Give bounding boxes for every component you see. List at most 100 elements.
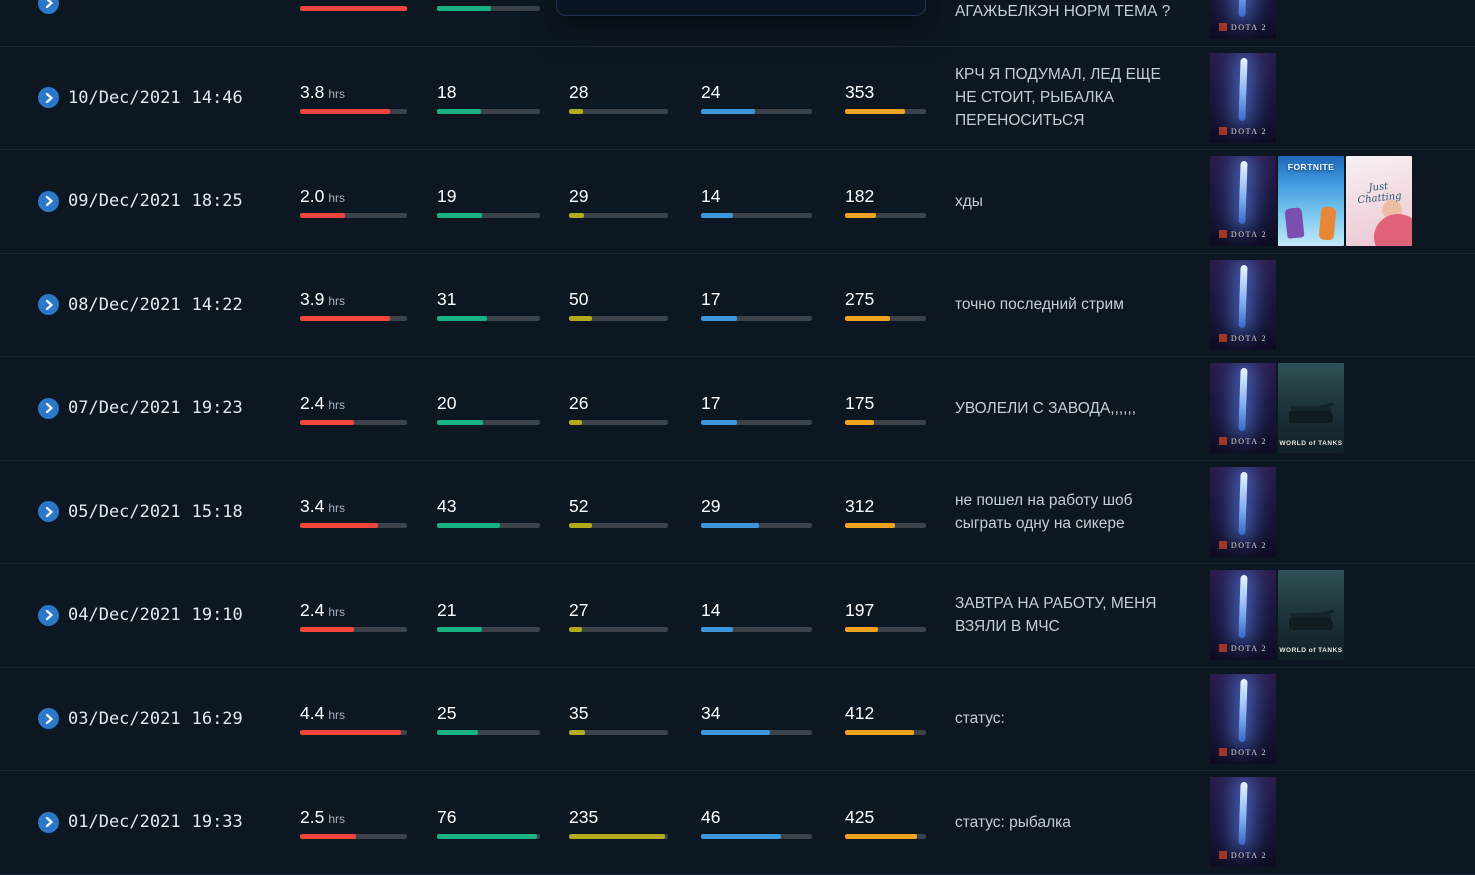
stat-bar-fill: [569, 833, 666, 839]
stream-time: 16:29: [191, 708, 243, 729]
stat-duration-hours: 2.0 hrs: [300, 185, 437, 218]
stat-bar-fill: [569, 626, 582, 632]
stat-value: 21: [437, 599, 457, 620]
stat-bar-fill: [701, 730, 770, 736]
stat-duration-hours: 3.8 hrs: [300, 81, 437, 115]
stat-bar-fill: [845, 833, 918, 839]
stream-row: 09/Dec/2021 18:25 2.0 hrs 19 29 14 182 хды…: [0, 150, 1475, 254]
game-thumb-wot[interactable]: WORLD of TANKS: [1278, 363, 1344, 454]
stream-date: 03/Dec/2021: [68, 708, 181, 729]
stat-bar-fill: [569, 109, 583, 115]
expand-row-button chevron-right-icon[interactable]: [38, 0, 59, 14]
stream-row: 07/Dec/2021 19:23 2.4 hrs 20 26 17 175 УВО…: [0, 357, 1475, 461]
game-thumb-fortnite[interactable]: FORTNITE: [1278, 156, 1344, 247]
stream-time: 19:10: [191, 605, 243, 626]
stat-bar: [701, 833, 812, 839]
stat-bar-fill: [845, 523, 896, 529]
stat-unit: hrs: [328, 501, 345, 516]
stat-bar: [845, 316, 926, 322]
stat-avg-viewers: 43: [437, 495, 569, 529]
stat-bar-fill: [300, 419, 354, 425]
stat-followers-gained: 17: [701, 392, 845, 425]
stat-value: 35: [569, 703, 589, 724]
stat-value: 24: [701, 82, 721, 103]
stream-title: не пошел на работу шоб сыграть одну на с…: [955, 491, 1133, 532]
stat-followers-gained: 14: [701, 185, 845, 218]
stat-bar-fill: [300, 5, 407, 11]
game-thumb-dota2[interactable]: DOTA 2: [1210, 156, 1276, 247]
game-thumb-dota2[interactable]: DOTA 2: [1210, 570, 1276, 661]
stat-value: 20: [437, 392, 457, 413]
stat-value: 353: [845, 82, 875, 103]
stream-datetime: 09/Dec/2021 18:25: [68, 191, 300, 211]
stat-value: 2.0: [300, 185, 325, 206]
game-thumbnails: DOTA 2: [1210, 673, 1475, 764]
stat-bar: [701, 626, 812, 632]
game-thumb-dota2[interactable]: DOTA 2: [1210, 466, 1276, 557]
expand-cell: [0, 190, 68, 212]
game-thumb-dota2[interactable]: DOTA 2: [1210, 52, 1276, 143]
stat-bar: [300, 730, 407, 736]
stream-row: 03/Dec/2021 16:29 4.4 hrs 25 35 34 412 ста…: [0, 668, 1475, 771]
game-thumb-dota2[interactable]: DOTA 2: [1210, 777, 1276, 868]
game-thumb-dota2[interactable]: DOTA 2: [1210, 259, 1276, 350]
stat-bar-fill: [701, 212, 734, 218]
stat-value: 2.5: [300, 806, 325, 827]
game-thumbnails: DOTA 2 WORLD of TANKS: [1210, 570, 1475, 661]
expand-row-button chevron-right-icon[interactable]: [38, 811, 59, 833]
stream-time: 14:46: [191, 87, 243, 108]
stat-bar-fill: [437, 523, 500, 529]
stream-title: АГАЖЬЕЛКЭН НОРМ ТЕМА ?: [955, 2, 1171, 20]
stat-followers-gained: 29: [701, 495, 845, 529]
expand-cell: [0, 294, 68, 316]
stream-time: 18:25: [191, 191, 243, 212]
stat-bar: [437, 212, 540, 218]
game-thumbnails: DOTA 2: [1210, 52, 1475, 143]
stat-duration-hours: 2.5 hrs: [300, 806, 437, 839]
stat-bar-fill: [569, 419, 582, 425]
game-thumb-dota2[interactable]: DOTA 2: [1210, 0, 1276, 40]
expand-row-button chevron-right-icon[interactable]: [38, 604, 59, 626]
stat-bar-fill: [437, 419, 484, 425]
stat-duration-hours: [300, 0, 437, 11]
stat-value: 14: [701, 185, 721, 206]
stat-views: 175: [845, 392, 955, 425]
stat-bar-fill: [300, 212, 345, 218]
stat-duration-hours: 3.9 hrs: [300, 288, 437, 322]
expand-row-button chevron-right-icon[interactable]: [38, 294, 59, 316]
stat-bar-fill: [300, 316, 390, 322]
game-thumb-justchatting[interactable]: Just Chatting: [1346, 156, 1412, 247]
game-thumb-dota2[interactable]: DOTA 2: [1210, 363, 1276, 454]
expand-row-button chevron-right-icon[interactable]: [38, 190, 59, 212]
stream-date: 10/Dec/2021: [68, 87, 181, 108]
stat-avg-viewers: 18: [437, 81, 569, 115]
stat-bar-fill: [437, 730, 479, 736]
game-thumb-label: DOTA 2: [1210, 127, 1276, 136]
expand-row-button chevron-right-icon[interactable]: [38, 397, 59, 419]
stat-bar-fill: [300, 730, 401, 736]
stat-value: 76: [437, 806, 457, 827]
stat-bar: [701, 419, 812, 425]
expand-row-button chevron-right-icon[interactable]: [38, 501, 59, 523]
stat-views: 312: [845, 495, 955, 529]
stat-bar: [569, 212, 668, 218]
stat-max-viewers: 235: [569, 806, 701, 839]
expand-row-button chevron-right-icon[interactable]: [38, 87, 59, 109]
stat-bar: [701, 316, 812, 322]
game-thumb-label: Just Chatting: [1357, 181, 1403, 207]
stat-bar-fill: [300, 109, 390, 115]
game-thumb-label: DOTA 2: [1210, 644, 1276, 653]
stream-datetime: 05/Dec/2021 15:18: [68, 502, 300, 522]
stream-date: 08/Dec/2021: [68, 294, 181, 315]
stat-bar: [701, 523, 812, 529]
stat-bar: [437, 523, 540, 529]
stat-value: 14: [701, 599, 721, 620]
game-thumb-dota2[interactable]: DOTA 2: [1210, 673, 1276, 764]
stat-avg-viewers: [437, 0, 569, 11]
stat-bar: [437, 419, 540, 425]
stat-bar-fill: [569, 212, 584, 218]
expand-cell: [0, 708, 68, 730]
expand-row-button chevron-right-icon[interactable]: [38, 708, 59, 730]
game-thumb-wot[interactable]: WORLD of TANKS: [1278, 570, 1344, 661]
